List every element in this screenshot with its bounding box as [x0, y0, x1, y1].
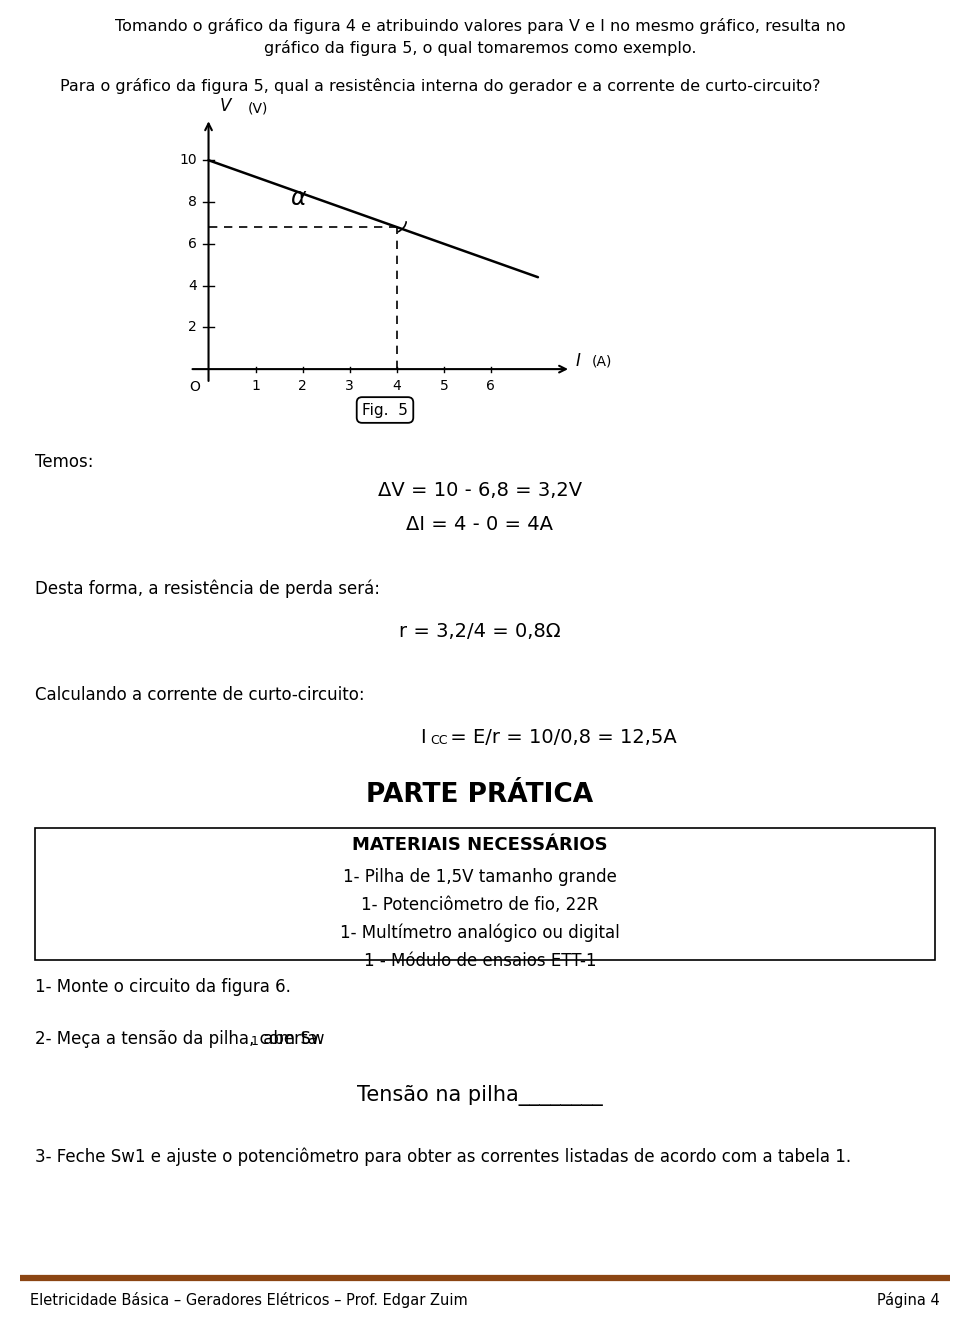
Text: Tensão na pilha________: Tensão na pilha________ [357, 1085, 603, 1105]
Text: 2: 2 [299, 378, 307, 393]
Text: 4: 4 [188, 279, 197, 292]
Text: (V): (V) [248, 101, 268, 115]
Text: O: O [189, 380, 200, 394]
Text: PARTE PRÁTICA: PARTE PRÁTICA [367, 782, 593, 808]
Text: 10: 10 [180, 153, 197, 167]
Text: α: α [290, 186, 305, 210]
Text: V: V [219, 97, 230, 115]
Text: 2: 2 [188, 320, 197, 334]
Text: (A): (A) [591, 354, 612, 369]
Text: 3- Feche Sw1 e ajuste o potenciômetro para obter as correntes listadas de acordo: 3- Feche Sw1 e ajuste o potenciômetro pa… [35, 1148, 852, 1166]
Text: I: I [575, 352, 581, 370]
Text: 1 - Módulo de ensaios ETT-1: 1 - Módulo de ensaios ETT-1 [364, 951, 596, 970]
Text: 1- Pilha de 1,5V tamanho grande: 1- Pilha de 1,5V tamanho grande [343, 868, 617, 886]
Text: 4: 4 [393, 378, 401, 393]
Bar [35, 828, 935, 959]
Text: Tomando o gráfico da figura 4 e atribuindo valores para V e I no mesmo gráfico, : Tomando o gráfico da figura 4 e atribuin… [114, 19, 846, 35]
Text: 6: 6 [487, 378, 495, 393]
Text: Desta forma, a resistência de perda será:: Desta forma, a resistência de perda será… [35, 580, 380, 598]
Text: Temos:: Temos: [35, 453, 93, 471]
Text: gráfico da figura 5, o qual tomaremos como exemplo.: gráfico da figura 5, o qual tomaremos co… [264, 40, 696, 56]
Text: 1: 1 [252, 1035, 259, 1048]
Text: ΔI = 4 - 0 = 4A: ΔI = 4 - 0 = 4A [406, 515, 554, 533]
Text: 2- Meça a tensão da pilha, com Sw: 2- Meça a tensão da pilha, com Sw [35, 1030, 324, 1048]
Text: Calculando a corrente de curto-circuito:: Calculando a corrente de curto-circuito: [35, 686, 365, 705]
Text: Fig.  5: Fig. 5 [362, 402, 408, 418]
Text: MATERIAIS NECESSÁRIOS: MATERIAIS NECESSÁRIOS [352, 836, 608, 855]
Text: Para o gráfico da figura 5, qual a resistência interna do gerador e a corrente d: Para o gráfico da figura 5, qual a resis… [60, 78, 821, 94]
Text: ΔV = 10 - 6,8 = 3,2V: ΔV = 10 - 6,8 = 3,2V [378, 480, 582, 500]
Text: Eletricidade Básica – Geradores Elétricos – Prof. Edgar Zuim: Eletricidade Básica – Geradores Elétrico… [30, 1292, 468, 1308]
Text: 5: 5 [440, 378, 448, 393]
Text: 6: 6 [188, 236, 197, 251]
Text: CC: CC [430, 734, 447, 747]
Text: aberta.: aberta. [258, 1030, 323, 1048]
Text: 1- Multímetro analógico ou digital: 1- Multímetro analógico ou digital [340, 924, 620, 942]
Text: 8: 8 [188, 195, 197, 208]
Text: 1: 1 [252, 378, 260, 393]
Text: 3: 3 [346, 378, 354, 393]
Text: 1- Monte o circuito da figura 6.: 1- Monte o circuito da figura 6. [35, 978, 291, 997]
Text: Página 4: Página 4 [877, 1292, 940, 1308]
Text: r = 3,2/4 = 0,8Ω: r = 3,2/4 = 0,8Ω [399, 622, 561, 641]
Text: 1- Potenciômetro de fio, 22R: 1- Potenciômetro de fio, 22R [361, 896, 599, 914]
Text: = E/r = 10/0,8 = 12,5A: = E/r = 10/0,8 = 12,5A [444, 729, 677, 747]
Text: I: I [420, 729, 425, 747]
